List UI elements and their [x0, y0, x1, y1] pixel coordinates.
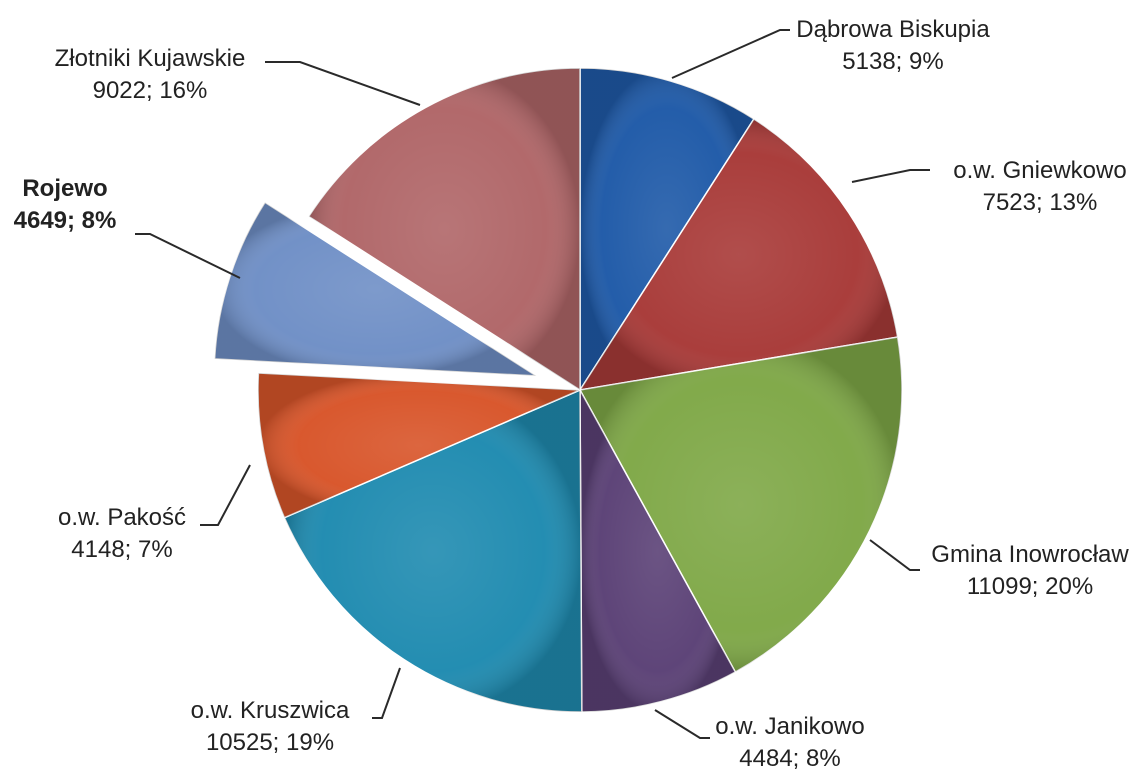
pie-slice-shading-8: [308, 68, 580, 390]
leader-line-1: [671, 29, 790, 79]
slice-label-name-1: Dąbrowa Biskupia: [796, 16, 990, 43]
slice-label-value-1: 5138; 9%: [842, 48, 943, 75]
leader-line-2: [851, 169, 930, 183]
leader-line-3: [869, 539, 920, 571]
pie-slice-shading-1: [580, 68, 754, 390]
slice-label-name-8: Złotniki Kujawskie: [55, 45, 246, 72]
pie-slice-shading-3: [580, 337, 902, 673]
slice-label-name-6: o.w. Pakość: [58, 504, 186, 531]
slice-label-name-5: o.w. Kruszwica: [191, 697, 350, 724]
leader-line-7: [135, 233, 241, 279]
slice-label-value-2: 7523; 13%: [983, 189, 1098, 216]
slice-label-value-6: 4148; 7%: [71, 536, 172, 563]
pie-slice-shading-2: [580, 118, 898, 391]
leader-line-8: [265, 61, 421, 106]
slice-label-value-5: 10525; 19%: [206, 729, 334, 756]
leader-line-6: [200, 464, 251, 526]
pie-slice-shading-6: [258, 372, 580, 518]
leader-line-5: [372, 667, 401, 719]
pie-slice-shading-4: [580, 390, 736, 712]
slice-label-value-3: 11099; 20%: [967, 573, 1093, 600]
leader-line-4: [654, 709, 710, 739]
slice-label-value-4: 4484; 8%: [739, 745, 840, 770]
slice-label-name-3: Gmina Inowrocław: [931, 541, 1129, 568]
slice-label-name-2: o.w. Gniewkowo: [953, 157, 1126, 184]
pie-slice-shading-7: [214, 202, 537, 376]
slice-label-name-4: o.w. Janikowo: [715, 713, 864, 740]
slice-label-value-8: 9022; 16%: [93, 77, 208, 104]
pie-slice-shading-5: [284, 390, 582, 712]
slice-label-name-7: Rojewo: [22, 175, 107, 202]
slice-label-value-7: 4649; 8%: [14, 207, 117, 234]
